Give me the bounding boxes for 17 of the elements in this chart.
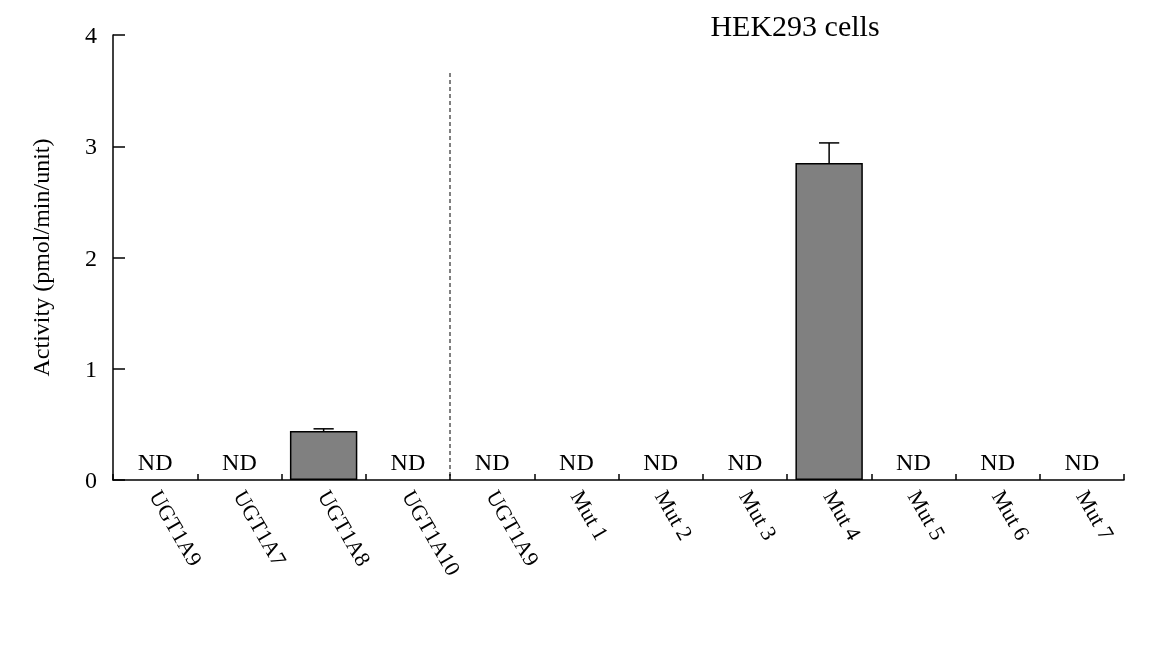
text: ND	[390, 449, 426, 475]
y-tick-label: 2	[85, 244, 97, 271]
text: ND	[896, 449, 931, 475]
annotation: HEK293 cells	[710, 8, 880, 42]
text: ND	[137, 449, 173, 475]
text: ND	[222, 449, 257, 475]
text: ND	[727, 449, 763, 475]
y-axis-title: Activity (pmol/min/unit)	[28, 138, 54, 377]
y-tick-label: 3	[85, 133, 97, 160]
text: ND	[980, 449, 1015, 475]
text: ND	[643, 449, 678, 475]
text: ND	[474, 449, 510, 475]
y-tick-label: 0	[85, 467, 97, 493]
y-tick-label: 4	[85, 22, 97, 48]
text: ND	[559, 449, 594, 475]
text: ND	[1064, 449, 1100, 475]
y-tick-label: 1	[85, 355, 97, 382]
